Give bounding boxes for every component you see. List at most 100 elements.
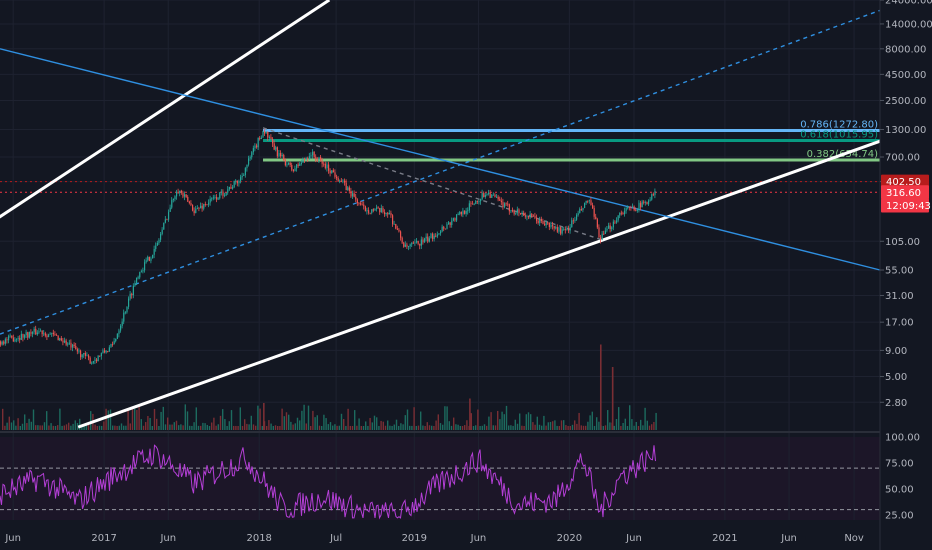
- candle-body: [430, 233, 432, 239]
- volume-bar: [65, 424, 68, 430]
- candle-body: [585, 200, 587, 203]
- candle-body: [478, 201, 480, 202]
- volume-bar: [387, 420, 389, 430]
- candle-body: [270, 137, 272, 139]
- price-tick-label: 31.00: [885, 291, 914, 302]
- volume-bar: [318, 425, 321, 430]
- rsi-axis[interactable]: 100.00 75.00 50.00 25.00: [885, 433, 920, 522]
- candle-body: [392, 215, 394, 225]
- rsi-line[interactable]: [0, 444, 656, 520]
- candle-body: [480, 199, 482, 202]
- candle-body: [72, 344, 74, 348]
- candle-body: [643, 201, 645, 203]
- volume-bar: [281, 408, 283, 430]
- candle-body: [280, 152, 282, 157]
- volume-bar: [519, 413, 521, 430]
- candle-body: [648, 200, 650, 205]
- volume-bar: [426, 422, 428, 430]
- lower-channel-line[interactable]: [77, 139, 881, 429]
- volume-bar: [74, 420, 76, 430]
- candle-body: [41, 330, 43, 335]
- volume-spike: [469, 398, 471, 430]
- time-tick-label: 2018: [246, 533, 271, 544]
- candle-body: [564, 229, 566, 231]
- time-axis[interactable]: Jun 2017 Jun 2018 Jul 2019 Jun 2020 Jun 2021 Jun No…: [4, 533, 864, 544]
- candle-body: [96, 359, 98, 362]
- candle-body: [230, 186, 232, 189]
- candle-body: [316, 159, 318, 161]
- price-tick-label: 4500.00: [885, 70, 926, 81]
- candle-body: [166, 219, 168, 221]
- volume-bar: [503, 414, 505, 430]
- volume-bar: [250, 415, 252, 430]
- candle-body: [257, 137, 259, 148]
- volume-bar: [343, 418, 345, 430]
- volume-bar: [444, 406, 446, 430]
- candle-body: [112, 344, 114, 345]
- candle-body: [299, 163, 301, 166]
- volume-bar: [395, 419, 398, 430]
- candle-body: [536, 217, 538, 221]
- candle-body: [70, 342, 72, 348]
- volume-bar: [354, 410, 356, 430]
- volume-bar: [450, 425, 453, 430]
- candle-body: [339, 180, 341, 182]
- volume-bar: [112, 425, 114, 430]
- candle-body: [508, 204, 510, 212]
- candle-body: [43, 333, 45, 335]
- volume-bar: [116, 426, 118, 430]
- candle-body: [232, 187, 234, 189]
- candle-body: [185, 194, 187, 197]
- candle-body: [310, 155, 312, 157]
- candle-body: [294, 168, 296, 172]
- candle-body: [500, 200, 502, 203]
- candle-body: [595, 216, 597, 220]
- volume-bar: [569, 425, 571, 430]
- candle-body: [395, 223, 397, 229]
- candle-body: [49, 333, 51, 335]
- candle-body: [569, 227, 571, 231]
- candle-body: [32, 331, 34, 334]
- volume-bar: [596, 417, 598, 430]
- volume-bar: [637, 425, 640, 430]
- candle-body: [515, 212, 517, 214]
- trend-lines: [0, 0, 881, 429]
- volume-bar: [442, 424, 444, 430]
- candle-body: [396, 228, 398, 230]
- candle-body: [387, 212, 389, 215]
- candle-body: [497, 196, 499, 200]
- volume-bar: [340, 413, 343, 430]
- candle-body: [4, 339, 6, 344]
- volume-bar: [13, 420, 15, 430]
- volume-bar: [607, 410, 609, 430]
- candle-body: [248, 158, 250, 165]
- rsi-pane[interactable]: [0, 444, 880, 520]
- price-candles[interactable]: [0, 129, 656, 365]
- candle-body: [115, 338, 117, 342]
- candle-body: [329, 170, 331, 174]
- volume-bar: [153, 408, 156, 430]
- volume-bar: [435, 420, 437, 430]
- peak-diagonal-line[interactable]: [262, 127, 601, 240]
- candle-body: [283, 154, 285, 161]
- candle-body: [208, 202, 210, 205]
- upper-channel-line[interactable]: [0, 0, 331, 221]
- volume-bar: [620, 425, 622, 430]
- candle-body: [494, 194, 496, 197]
- downtrend-line[interactable]: [0, 48, 881, 271]
- volume-bar: [257, 405, 259, 430]
- candle-body: [251, 152, 253, 158]
- candle-body: [276, 147, 278, 157]
- volume-bar: [314, 417, 316, 430]
- volume-bar: [219, 415, 222, 430]
- candle-body: [254, 145, 256, 149]
- candle-body: [256, 145, 258, 148]
- volume-bar: [536, 416, 538, 430]
- volume-bar: [391, 425, 393, 430]
- volume-bar: [525, 414, 527, 430]
- candle-body: [150, 258, 152, 261]
- candle-body: [304, 159, 306, 160]
- volume-bar: [68, 422, 70, 430]
- grid: [0, 0, 880, 520]
